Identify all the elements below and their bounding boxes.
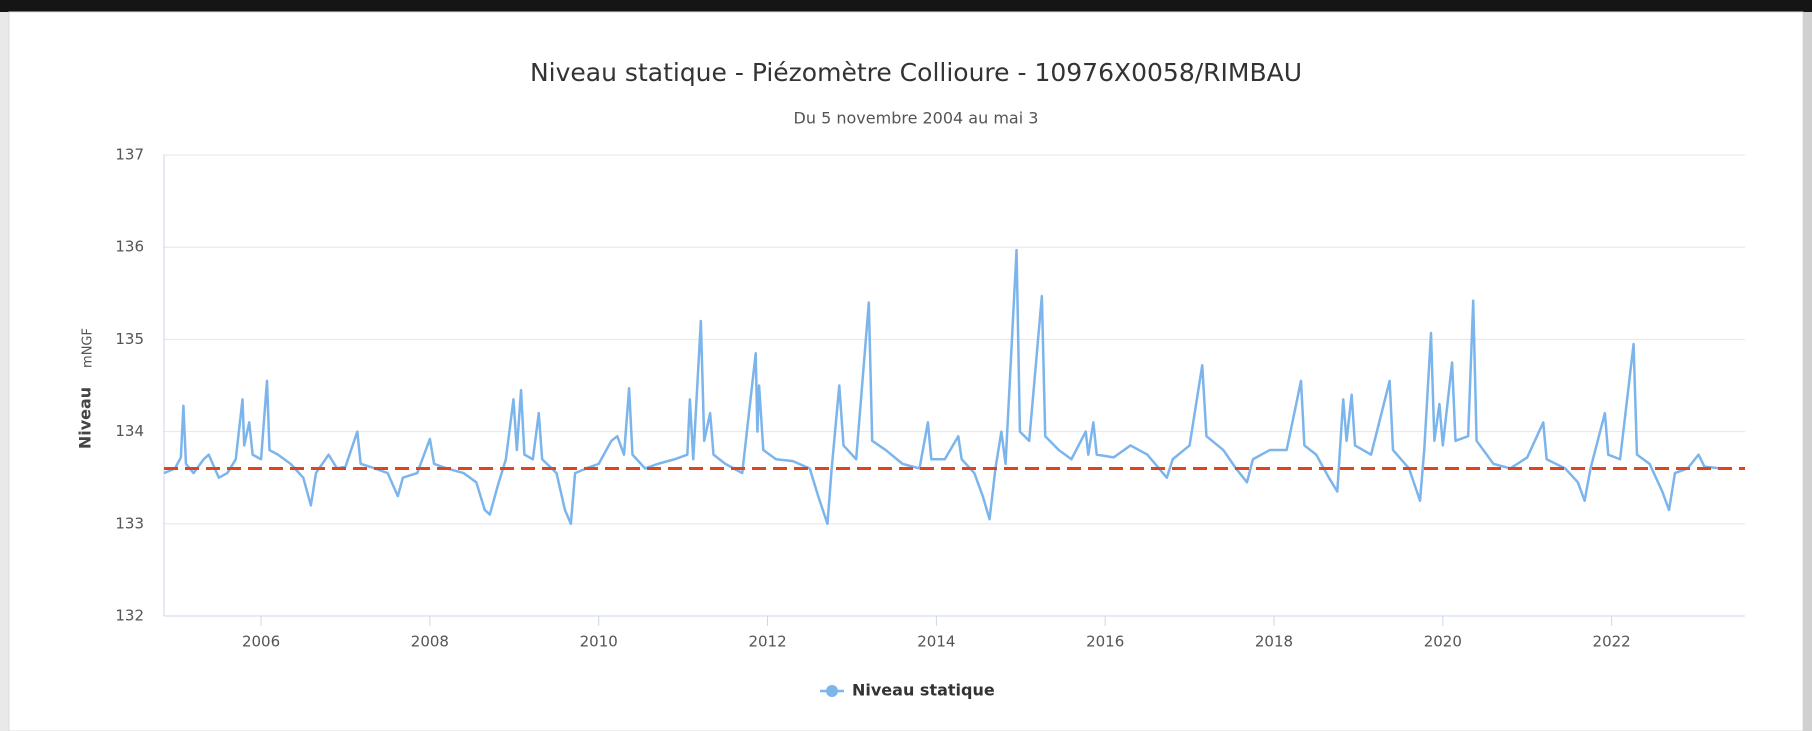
x-tick-label: 2012 (748, 633, 786, 651)
y-tick-label: 137 (115, 146, 144, 164)
x-tick-label: 2020 (1424, 633, 1462, 651)
chart-title: Niveau statique - Piézomètre Collioure -… (530, 58, 1302, 87)
x-tick-label: 2022 (1593, 633, 1631, 651)
y-tick-label: 135 (115, 330, 144, 348)
y-tick-label: 132 (115, 607, 144, 625)
scrollbar (1803, 12, 1812, 731)
y-axis-label: Niveau (76, 387, 95, 449)
y-tick-label: 136 (115, 238, 144, 256)
x-tick-label: 2016 (1086, 633, 1124, 651)
y-tick-label: 134 (115, 422, 144, 440)
x-tick-label: 2008 (411, 633, 449, 651)
legend-label: Niveau statique (852, 681, 995, 700)
top-bar (0, 0, 1812, 12)
x-tick-label: 2006 (242, 633, 280, 651)
x-tick-label: 2014 (917, 633, 955, 651)
y-axis-unit: mNGF (81, 328, 96, 368)
x-tick-label: 2010 (580, 633, 618, 651)
data-line (163, 248, 1722, 526)
x-tick-label: 2018 (1255, 633, 1293, 651)
y-tick-label: 133 (115, 514, 144, 532)
card (8, 11, 1804, 731)
legend-symbol (826, 685, 838, 697)
chart-subtitle: Du 5 novembre 2004 au mai 3 (794, 109, 1039, 128)
